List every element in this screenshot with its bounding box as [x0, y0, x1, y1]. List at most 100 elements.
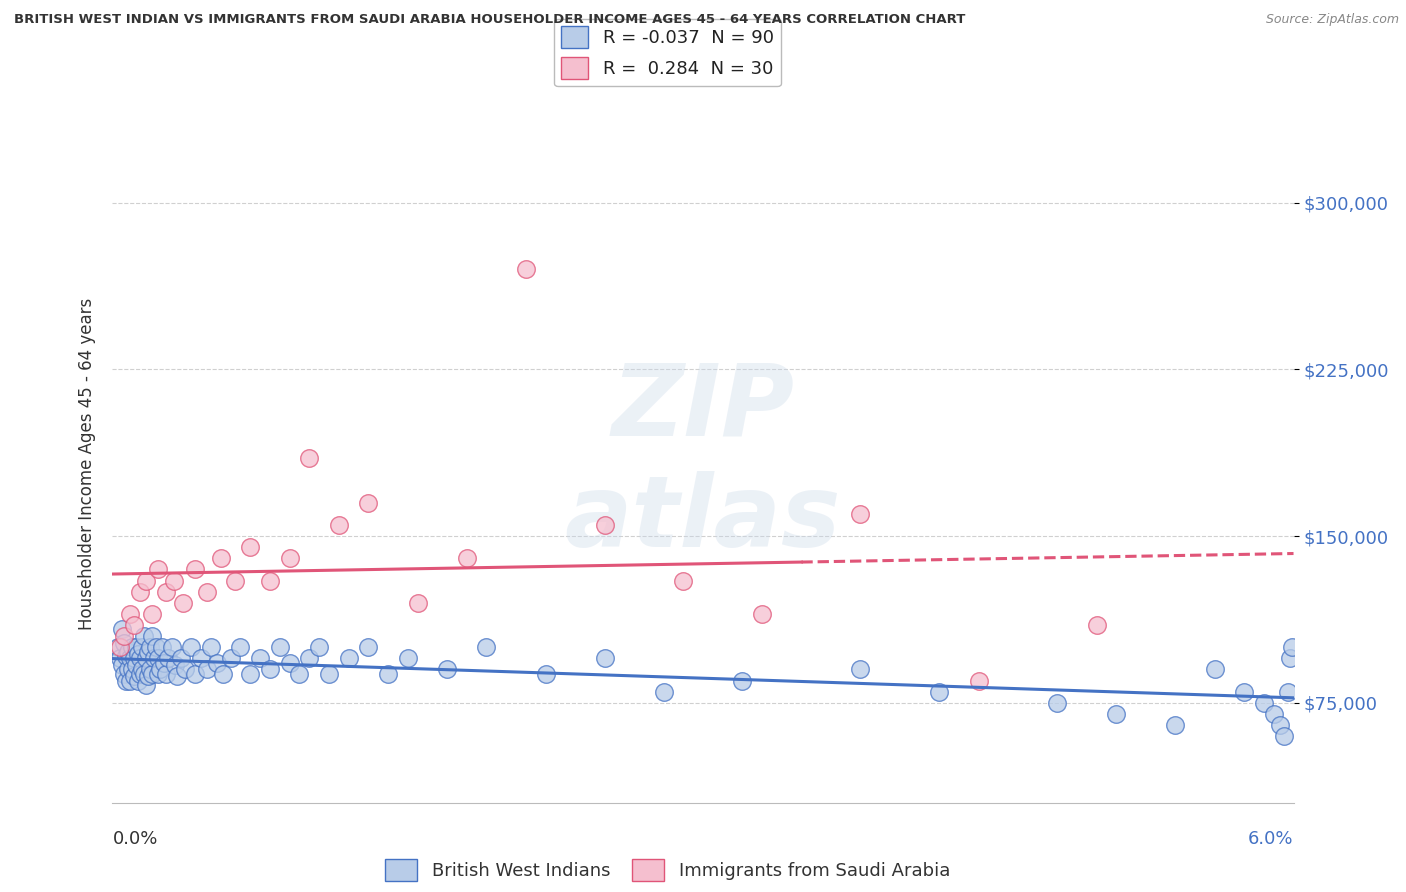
- Text: ZIP
atlas: ZIP atlas: [565, 359, 841, 568]
- Point: [318, 666, 340, 681]
- Point: [129, 584, 152, 599]
- Point: [229, 640, 252, 655]
- Point: [475, 640, 498, 655]
- Point: [115, 649, 138, 664]
- Point: [112, 636, 135, 650]
- Text: Source: ZipAtlas.com: Source: ZipAtlas.com: [1265, 13, 1399, 27]
- Text: 0.0%: 0.0%: [112, 830, 157, 847]
- Point: [328, 518, 350, 533]
- Point: [111, 658, 134, 673]
- Point: [1268, 718, 1291, 732]
- Point: [239, 540, 262, 554]
- Point: [166, 669, 188, 683]
- Point: [928, 684, 950, 698]
- Point: [112, 629, 135, 643]
- Point: [146, 562, 169, 576]
- Point: [117, 645, 139, 659]
- Point: [224, 574, 246, 588]
- Point: [1278, 651, 1301, 665]
- Point: [211, 666, 233, 681]
- Point: [396, 651, 419, 665]
- Point: [1281, 640, 1303, 655]
- Point: [1263, 706, 1285, 721]
- Point: [1253, 696, 1275, 710]
- Point: [406, 596, 429, 610]
- Point: [141, 607, 163, 621]
- Point: [125, 658, 148, 673]
- Point: [131, 640, 153, 655]
- Point: [122, 669, 145, 683]
- Point: [1233, 684, 1256, 698]
- Point: [1204, 662, 1226, 676]
- Point: [731, 673, 754, 688]
- Point: [219, 651, 242, 665]
- Point: [120, 651, 142, 665]
- Point: [121, 662, 143, 676]
- Point: [357, 496, 380, 510]
- Point: [107, 640, 129, 655]
- Point: [849, 507, 872, 521]
- Point: [120, 673, 142, 688]
- Point: [146, 666, 169, 681]
- Point: [129, 651, 152, 665]
- Point: [141, 666, 163, 681]
- Point: [136, 645, 159, 659]
- Point: [111, 623, 134, 637]
- Point: [110, 640, 132, 655]
- Point: [180, 640, 202, 655]
- Point: [165, 658, 187, 673]
- Point: [150, 640, 173, 655]
- Point: [139, 640, 162, 655]
- Point: [132, 666, 155, 681]
- Point: [751, 607, 773, 621]
- Point: [135, 651, 157, 665]
- Point: [184, 562, 207, 576]
- Point: [278, 656, 301, 670]
- Point: [120, 607, 142, 621]
- Point: [156, 651, 179, 665]
- Point: [125, 640, 148, 655]
- Point: [135, 574, 157, 588]
- Point: [139, 662, 162, 676]
- Point: [146, 651, 169, 665]
- Point: [205, 656, 228, 670]
- Point: [195, 662, 218, 676]
- Point: [115, 673, 138, 688]
- Point: [652, 684, 675, 698]
- Point: [122, 618, 145, 632]
- Point: [127, 647, 149, 661]
- Legend: British West Indians, Immigrants from Saudi Arabia: British West Indians, Immigrants from Sa…: [378, 852, 957, 888]
- Point: [129, 666, 152, 681]
- Point: [127, 673, 149, 688]
- Point: [135, 678, 157, 692]
- Point: [377, 666, 399, 681]
- Point: [1277, 684, 1299, 698]
- Point: [1272, 729, 1295, 743]
- Point: [200, 640, 222, 655]
- Text: 6.0%: 6.0%: [1249, 830, 1294, 847]
- Point: [155, 584, 177, 599]
- Point: [149, 662, 172, 676]
- Point: [162, 574, 184, 588]
- Point: [110, 651, 132, 665]
- Point: [288, 666, 311, 681]
- Point: [278, 551, 301, 566]
- Point: [357, 640, 380, 655]
- Text: BRITISH WEST INDIAN VS IMMIGRANTS FROM SAUDI ARABIA HOUSEHOLDER INCOME AGES 45 -: BRITISH WEST INDIAN VS IMMIGRANTS FROM S…: [14, 13, 966, 27]
- Point: [259, 662, 281, 676]
- Point: [672, 574, 695, 588]
- Point: [298, 651, 321, 665]
- Point: [1164, 718, 1187, 732]
- Point: [967, 673, 990, 688]
- Point: [239, 666, 262, 681]
- Point: [190, 651, 212, 665]
- Point: [534, 666, 557, 681]
- Point: [1046, 696, 1069, 710]
- Point: [593, 651, 616, 665]
- Point: [209, 551, 232, 566]
- Point: [131, 662, 153, 676]
- Point: [172, 596, 194, 610]
- Point: [456, 551, 478, 566]
- Point: [593, 518, 616, 533]
- Point: [145, 640, 167, 655]
